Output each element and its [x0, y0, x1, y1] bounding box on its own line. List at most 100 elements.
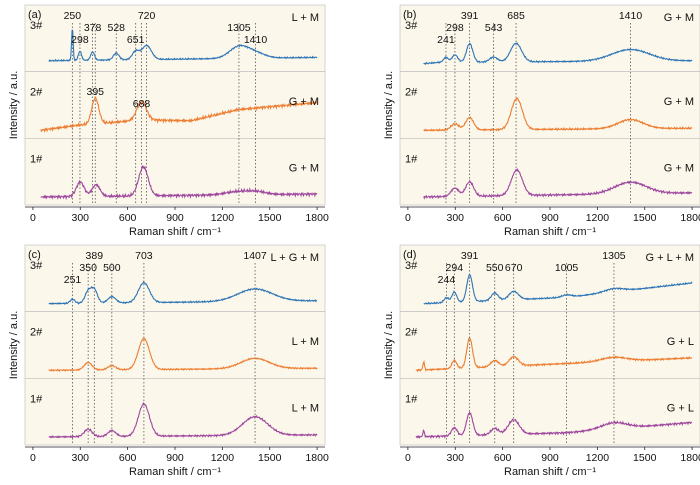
x-axis-label: Raman shift / cm⁻¹ — [129, 466, 221, 478]
peak-label: 1305 — [602, 250, 626, 262]
x-tick-label: 600 — [494, 452, 512, 464]
strip-background — [24, 311, 326, 379]
phase-label: L + M — [292, 403, 319, 415]
peak-label: 500 — [103, 262, 121, 274]
series-line-3 — [423, 274, 693, 305]
strip-background — [399, 244, 700, 312]
sample-label: 2# — [405, 87, 418, 99]
peak-label: 298 — [71, 34, 89, 46]
peak-label: 391 — [461, 250, 479, 262]
series-line-2 — [415, 337, 693, 373]
peak-label: 378 — [84, 22, 102, 34]
x-tick-label: 300 — [446, 212, 464, 224]
sample-label: 3# — [30, 20, 43, 32]
panel-label: (d) — [403, 249, 416, 261]
peak-label: 1305 — [227, 22, 251, 34]
peak-label: 250 — [64, 10, 82, 22]
y-axis-label: Intensity / a.u. — [383, 311, 395, 379]
y-axis-label: Intensity / a.u. — [8, 71, 20, 139]
x-tick-label: 1500 — [633, 212, 657, 224]
peak-label: 703 — [135, 250, 153, 262]
phase-label: G + M — [664, 96, 694, 108]
x-tick-label: 900 — [166, 452, 184, 464]
x-tick-label: 300 — [446, 452, 464, 464]
x-tick-label: 300 — [71, 452, 89, 464]
x-tick-label: 300 — [71, 212, 89, 224]
phase-label: L + M — [292, 336, 319, 348]
x-tick-label: 600 — [119, 452, 137, 464]
series-line-2 — [423, 97, 693, 132]
phase-label: G + L + M — [645, 252, 694, 264]
sample-label: 2# — [405, 327, 418, 339]
strip-background — [399, 4, 700, 72]
x-tick-label: 1200 — [211, 212, 235, 224]
x-tick-label: 600 — [119, 212, 137, 224]
series-line-1 — [40, 164, 318, 201]
phase-label: G + L — [667, 403, 694, 415]
x-tick-label: 1500 — [258, 452, 282, 464]
series-line-1 — [423, 167, 693, 200]
x-tick-label: 1800 — [680, 452, 700, 464]
x-axis-label: Raman shift / cm⁻¹ — [129, 226, 221, 238]
series-line-3 — [48, 281, 318, 305]
peak-label: 241 — [437, 34, 455, 46]
strip-background — [24, 378, 326, 446]
peak-label: 251 — [64, 274, 82, 286]
panel-label: (c) — [28, 249, 41, 261]
y-axis-label: Intensity / a.u. — [8, 311, 20, 379]
x-tick-label: 0 — [30, 452, 36, 464]
peak-label: 1005 — [555, 262, 579, 274]
phase-label: L + M — [292, 12, 319, 24]
peak-label: 688 — [133, 98, 151, 110]
peak-label: 298 — [446, 22, 464, 34]
x-axis-label: Raman shift / cm⁻¹ — [504, 466, 596, 478]
phase-label: G + M — [664, 163, 694, 175]
sample-label: 3# — [30, 260, 43, 272]
x-tick-label: 1500 — [258, 212, 282, 224]
peak-label: 244 — [438, 274, 456, 286]
x-axis-label: Raman shift / cm⁻¹ — [504, 226, 596, 238]
x-tick-label: 1200 — [211, 452, 235, 464]
x-tick-label: 1800 — [305, 212, 329, 224]
x-tick-label: 0 — [30, 212, 36, 224]
peak-label: 391 — [461, 10, 479, 22]
peak-label: 1410 — [619, 10, 643, 22]
sample-label: 1# — [405, 153, 418, 165]
peak-label: 651 — [127, 34, 145, 46]
phase-label: G + L — [667, 336, 694, 348]
sample-label: 1# — [30, 153, 43, 165]
x-tick-label: 900 — [166, 212, 184, 224]
peak-label: 294 — [446, 262, 464, 274]
phase-label: G + M — [664, 12, 694, 24]
series-line-3 — [48, 29, 318, 62]
peak-label: 350 — [79, 262, 97, 274]
series-line-2 — [48, 337, 318, 373]
peak-label: 543 — [485, 22, 503, 34]
x-tick-label: 0 — [405, 212, 411, 224]
x-tick-label: 1200 — [586, 452, 610, 464]
peak-label: 550 — [486, 262, 504, 274]
sample-label: 1# — [30, 393, 43, 405]
series-line-2 — [40, 96, 318, 133]
y-axis-label: Intensity / a.u. — [383, 71, 395, 139]
panel-label: (a) — [28, 9, 41, 21]
series-line-3 — [423, 42, 693, 66]
peak-label: 1407 — [243, 250, 267, 262]
phase-label: L + G + M — [270, 252, 319, 264]
peak-label: 685 — [507, 10, 525, 22]
x-tick-label: 1200 — [586, 212, 610, 224]
sample-label: 2# — [30, 327, 43, 339]
x-tick-label: 0 — [405, 452, 411, 464]
series-line-1 — [415, 411, 693, 440]
peak-label: 389 — [86, 250, 104, 262]
sample-label: 3# — [405, 20, 418, 32]
sample-label: 3# — [405, 260, 418, 272]
x-tick-label: 1800 — [305, 452, 329, 464]
phase-label: G + M — [289, 96, 319, 108]
